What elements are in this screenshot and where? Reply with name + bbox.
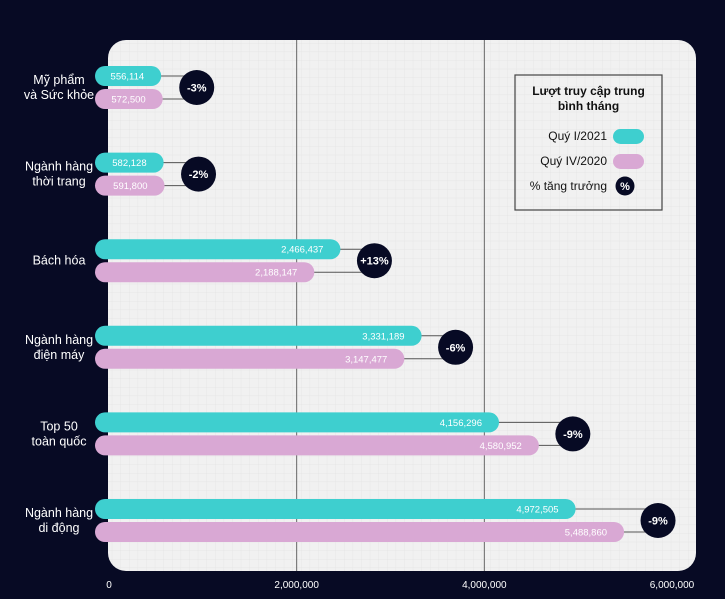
legend-title: Lượt truy cập trung bình tháng bbox=[532, 84, 645, 113]
bar-value-label: 3,147,477 bbox=[345, 354, 387, 365]
legend-swatch-q4-2020 bbox=[613, 154, 644, 169]
growth-badges: -3% -2% +13% -6% -9% -9% bbox=[179, 70, 676, 538]
x-axis-tick-labels: 0 2,000,000 4,000,000 6,000,000 bbox=[106, 580, 694, 591]
bar-value-label: 5,488,860 bbox=[565, 528, 607, 539]
bar-value-label: 3,331,189 bbox=[362, 331, 404, 342]
legend-box bbox=[514, 74, 663, 211]
growth-badge bbox=[181, 156, 217, 192]
bar-value-label: 572,500 bbox=[111, 95, 145, 106]
bar-value-label: 4,156,296 bbox=[440, 418, 482, 429]
bar bbox=[95, 522, 625, 542]
plot-grid bbox=[108, 40, 696, 571]
bar-value-label: 2,188,147 bbox=[255, 268, 297, 279]
bar-value-label: 4,580,952 bbox=[480, 441, 522, 452]
bar bbox=[95, 239, 341, 260]
category-label: Mỹ phẩm bbox=[33, 73, 84, 87]
category-label: Ngành hàng bbox=[25, 333, 93, 347]
growth-badge bbox=[179, 70, 215, 105]
bar bbox=[95, 412, 499, 433]
bar bbox=[95, 152, 164, 173]
legend-swatch-q1-2021 bbox=[613, 129, 644, 144]
growth-badge-label: -9% bbox=[648, 516, 668, 528]
growth-badge-label: +13% bbox=[360, 256, 389, 268]
category-label: Top 50 bbox=[40, 419, 78, 433]
bar bbox=[95, 66, 162, 86]
growth-badge-label: -6% bbox=[446, 342, 466, 354]
growth-badge bbox=[356, 243, 392, 279]
category-label: Ngành hàng bbox=[25, 160, 93, 174]
x-tick-label: 4,000,000 bbox=[462, 580, 507, 591]
bar bbox=[95, 325, 422, 346]
bar bbox=[95, 89, 163, 109]
growth-badge-label: -9% bbox=[563, 429, 583, 441]
bar bbox=[95, 175, 165, 196]
legend-entry-label-growth: % tăng trưởng bbox=[530, 179, 607, 193]
legend-entry-label-q1-2021: Quý I/2021 bbox=[548, 129, 607, 143]
major-gridlines bbox=[296, 40, 485, 571]
category-label: Bách hóa bbox=[33, 254, 86, 268]
category-label: điện máy bbox=[34, 348, 85, 362]
growth-badge bbox=[640, 503, 676, 538]
growth-badge bbox=[438, 329, 474, 365]
growth-badge-label: -3% bbox=[187, 83, 207, 95]
bar-value-label: 591,800 bbox=[113, 181, 147, 192]
x-tick-label: 6,000,000 bbox=[650, 580, 695, 591]
legend-swatch-growth-icon bbox=[615, 176, 635, 196]
bar bbox=[95, 262, 315, 283]
legend-entry-label-q4-2020: Quý IV/2020 bbox=[540, 154, 607, 168]
category-label: thời trang bbox=[32, 175, 85, 189]
bar-value-label: 556,114 bbox=[111, 72, 145, 83]
bar bbox=[95, 435, 539, 456]
x-tick-label: 2,000,000 bbox=[274, 580, 319, 591]
growth-badge bbox=[555, 416, 591, 452]
bars: 556,114 572,500 582,128 591,800 2,466,437 2,1… bbox=[95, 66, 625, 542]
legend: Lượt truy cập trung bình tháng Quý I/2021… bbox=[514, 74, 663, 211]
growth-badge-label: -2% bbox=[189, 169, 209, 181]
bar-value-label: 582,128 bbox=[112, 158, 146, 169]
category-label: di động bbox=[38, 521, 79, 535]
legend-swatch-growth-symbol: % bbox=[620, 181, 630, 193]
bar-value-label: 4,972,505 bbox=[516, 505, 558, 516]
bar-value-label: 2,466,437 bbox=[281, 245, 323, 256]
x-tick-label: 0 bbox=[106, 580, 112, 591]
bar bbox=[95, 499, 576, 519]
category-label: Ngành hàng bbox=[25, 506, 93, 520]
bar bbox=[95, 348, 405, 369]
category-label: toàn quốc bbox=[32, 434, 87, 448]
category-label: và Sức khỏe bbox=[24, 88, 94, 102]
